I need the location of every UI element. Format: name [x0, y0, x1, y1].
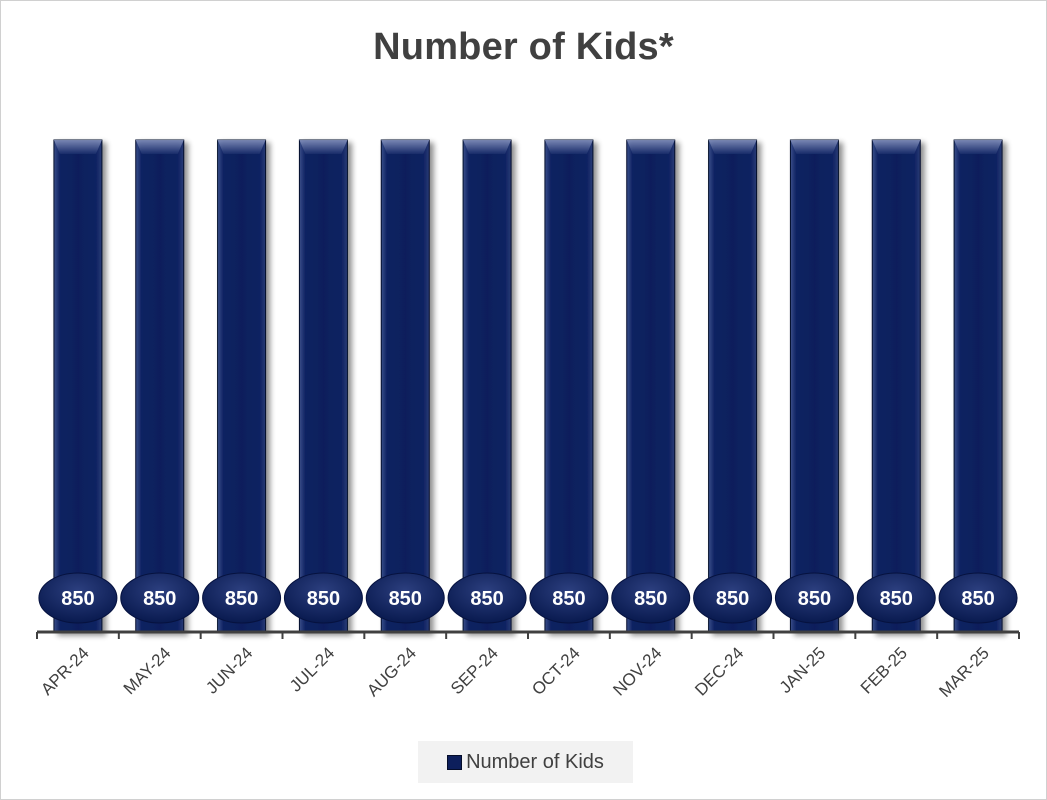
- data-label: 850: [447, 572, 527, 624]
- svg-text:850: 850: [716, 588, 749, 610]
- x-tick-label: JUL-24: [286, 643, 338, 695]
- svg-text:850: 850: [552, 588, 585, 610]
- x-tick-label: DEC-24: [691, 643, 747, 699]
- x-tick-label: AUG-24: [363, 643, 420, 700]
- bar: [708, 139, 758, 633]
- svg-text:850: 850: [880, 588, 913, 610]
- bar: [544, 139, 594, 633]
- x-tick-label: FEB-25: [857, 643, 911, 697]
- legend: Number of Kids: [418, 741, 633, 783]
- data-label: 850: [365, 572, 445, 624]
- x-tick-label: APR-24: [37, 643, 93, 699]
- bar: [53, 139, 103, 633]
- bar: [953, 139, 1003, 633]
- x-tick-label: JUN-24: [202, 643, 256, 697]
- data-label: 850: [202, 572, 282, 624]
- data-labels: 850 850 850 850 850 850 850 850 850 850 850 850: [38, 572, 1018, 624]
- data-label: 850: [856, 572, 936, 624]
- data-label: 850: [938, 572, 1018, 624]
- bar: [462, 139, 512, 633]
- svg-text:850: 850: [470, 588, 503, 610]
- bar: [789, 139, 839, 633]
- bar: [380, 139, 430, 633]
- bar: [871, 139, 921, 633]
- x-axis: APR-24 MAY-24 JUN-24 JUL-24 AUG-24 SEP-24 OCT-…: [36, 630, 1020, 701]
- bars-layer: [53, 139, 1003, 633]
- x-tick-label: JAN-25: [776, 643, 830, 697]
- svg-text:850: 850: [61, 588, 94, 610]
- bar: [298, 139, 348, 633]
- svg-text:850: 850: [798, 588, 831, 610]
- data-label: 850: [693, 572, 773, 624]
- bar: [135, 139, 185, 633]
- data-label: 850: [38, 572, 118, 624]
- data-label: 850: [283, 572, 363, 624]
- x-tick-label: MAR-25: [935, 643, 993, 701]
- legend-swatch: [447, 754, 463, 770]
- x-tick-label: OCT-24: [528, 643, 584, 699]
- bar: [217, 139, 267, 633]
- chart-title: Number of Kids*: [373, 26, 674, 68]
- svg-text:850: 850: [225, 588, 258, 610]
- data-label: 850: [774, 572, 854, 624]
- svg-text:850: 850: [961, 588, 994, 610]
- x-tick-label: MAY-24: [120, 643, 175, 698]
- svg-text:850: 850: [143, 588, 176, 610]
- svg-text:850: 850: [389, 588, 422, 610]
- x-tick-label: NOV-24: [609, 643, 665, 699]
- data-label: 850: [529, 572, 609, 624]
- svg-text:850: 850: [634, 588, 667, 610]
- legend-label: Number of Kids: [466, 750, 604, 773]
- data-label: 850: [120, 572, 200, 624]
- bar: [626, 139, 676, 633]
- x-tick-label: SEP-24: [447, 643, 502, 698]
- svg-text:850: 850: [307, 588, 340, 610]
- data-label: 850: [611, 572, 691, 624]
